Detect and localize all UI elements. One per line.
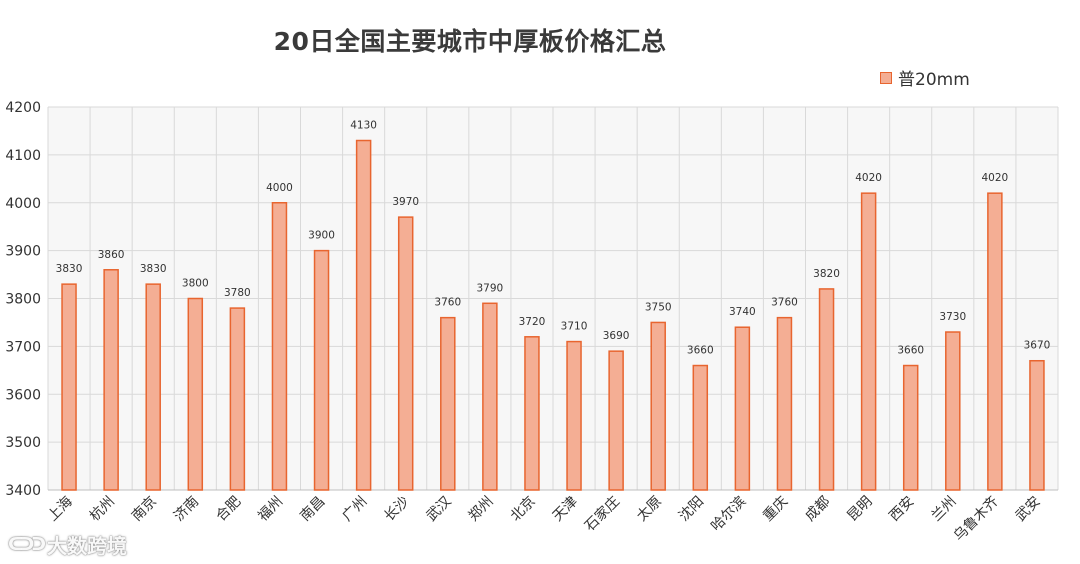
x-tick-label: 上海 — [45, 494, 76, 525]
data-label: 4020 — [982, 172, 1009, 184]
bar — [608, 350, 624, 491]
y-tick-label: 4100 — [5, 148, 41, 164]
bar — [987, 192, 1003, 491]
bar — [1029, 359, 1045, 491]
bar — [776, 316, 793, 491]
bar — [440, 316, 456, 491]
x-tick-label: 武汉 — [424, 494, 455, 525]
x-tick-label: 福州 — [255, 494, 286, 525]
y-tick-label: 3800 — [5, 292, 41, 308]
bar — [355, 139, 372, 491]
bar — [313, 249, 330, 491]
bar — [692, 364, 709, 491]
bar — [734, 326, 751, 491]
bar — [945, 331, 961, 491]
y-tick-label: 3600 — [5, 387, 41, 403]
x-tick-label: 兰州 — [929, 494, 960, 525]
data-label: 3760 — [434, 297, 461, 309]
y-tick-label: 3700 — [5, 339, 41, 355]
y-tick-label: 3500 — [5, 435, 41, 451]
bar — [482, 302, 498, 491]
bar — [61, 283, 77, 491]
data-label: 3750 — [645, 301, 672, 313]
x-tick-label: 石家庄 — [581, 493, 623, 535]
data-label: 3760 — [771, 297, 798, 309]
data-label: 3660 — [897, 345, 924, 357]
x-tick-label: 广州 — [339, 494, 370, 525]
bar — [229, 307, 246, 491]
data-label: 4000 — [266, 182, 293, 194]
data-label: 3660 — [687, 345, 714, 357]
data-label: 3970 — [392, 196, 419, 208]
bar — [650, 321, 666, 491]
bar — [271, 202, 288, 491]
bar — [145, 283, 161, 491]
data-label: 3780 — [224, 287, 251, 299]
x-tick-label: 重庆 — [760, 494, 791, 525]
y-tick-label: 4000 — [5, 196, 41, 212]
x-tick-label: 武安 — [1013, 494, 1044, 525]
bar — [566, 340, 582, 491]
data-label: 3730 — [939, 311, 966, 323]
y-tick-label: 3900 — [5, 244, 41, 260]
data-label: 3900 — [308, 230, 335, 242]
chart-title: 20日全国主要城市中厚板价格汇总 — [273, 27, 667, 56]
bar — [902, 364, 919, 491]
x-tick-label: 合肥 — [213, 494, 244, 525]
x-tick-label: 杭州 — [87, 494, 118, 525]
bar — [860, 192, 877, 491]
x-tick-label: 济南 — [171, 494, 202, 525]
data-label: 3690 — [603, 330, 630, 342]
data-label: 3820 — [813, 268, 840, 280]
x-tick-label: 西安 — [886, 494, 917, 525]
data-label: 3720 — [519, 316, 546, 328]
x-tick-label: 南京 — [129, 494, 160, 525]
watermark: ᑕᑐᑐ 大数跨境 — [8, 530, 127, 559]
x-tick-label: 昆明 — [844, 494, 875, 525]
bar — [397, 216, 414, 491]
x-tick-label: 哈尔滨 — [708, 494, 749, 535]
y-tick-label: 3400 — [5, 483, 41, 499]
x-tick-label: 成都 — [802, 494, 833, 525]
data-label: 3830 — [140, 263, 167, 275]
data-label: 3710 — [561, 321, 588, 333]
x-tick-label: 郑州 — [466, 494, 497, 525]
legend-swatch — [880, 71, 892, 84]
data-label: 3860 — [98, 249, 125, 261]
watermark-text: 大数跨境 — [47, 534, 128, 558]
y-tick-label: 4200 — [5, 100, 41, 116]
data-label: 3790 — [477, 282, 504, 294]
bar — [818, 288, 835, 491]
legend: 普20mm — [880, 65, 970, 90]
legend-label: 普20mm — [898, 70, 970, 90]
watermark-logo-icon: ᑕᑐᑐ — [8, 534, 46, 555]
x-tick-label: 太原 — [634, 494, 665, 525]
x-tick-label: 北京 — [508, 494, 539, 525]
data-label: 4020 — [855, 172, 882, 184]
data-label: 3830 — [56, 263, 83, 275]
x-tick-label: 乌鲁木齐 — [951, 494, 1002, 545]
data-label: 3800 — [182, 278, 209, 290]
data-label: 4130 — [350, 120, 377, 132]
x-tick-label: 南昌 — [297, 494, 328, 525]
x-tick-label: 沈阳 — [676, 494, 707, 525]
bar — [524, 336, 540, 491]
x-tick-label: 天津 — [550, 494, 581, 525]
data-label: 3670 — [1024, 340, 1051, 352]
data-label: 3740 — [729, 306, 756, 318]
bar — [103, 269, 119, 491]
x-tick-label: 长沙 — [381, 494, 412, 525]
bar — [187, 297, 204, 491]
